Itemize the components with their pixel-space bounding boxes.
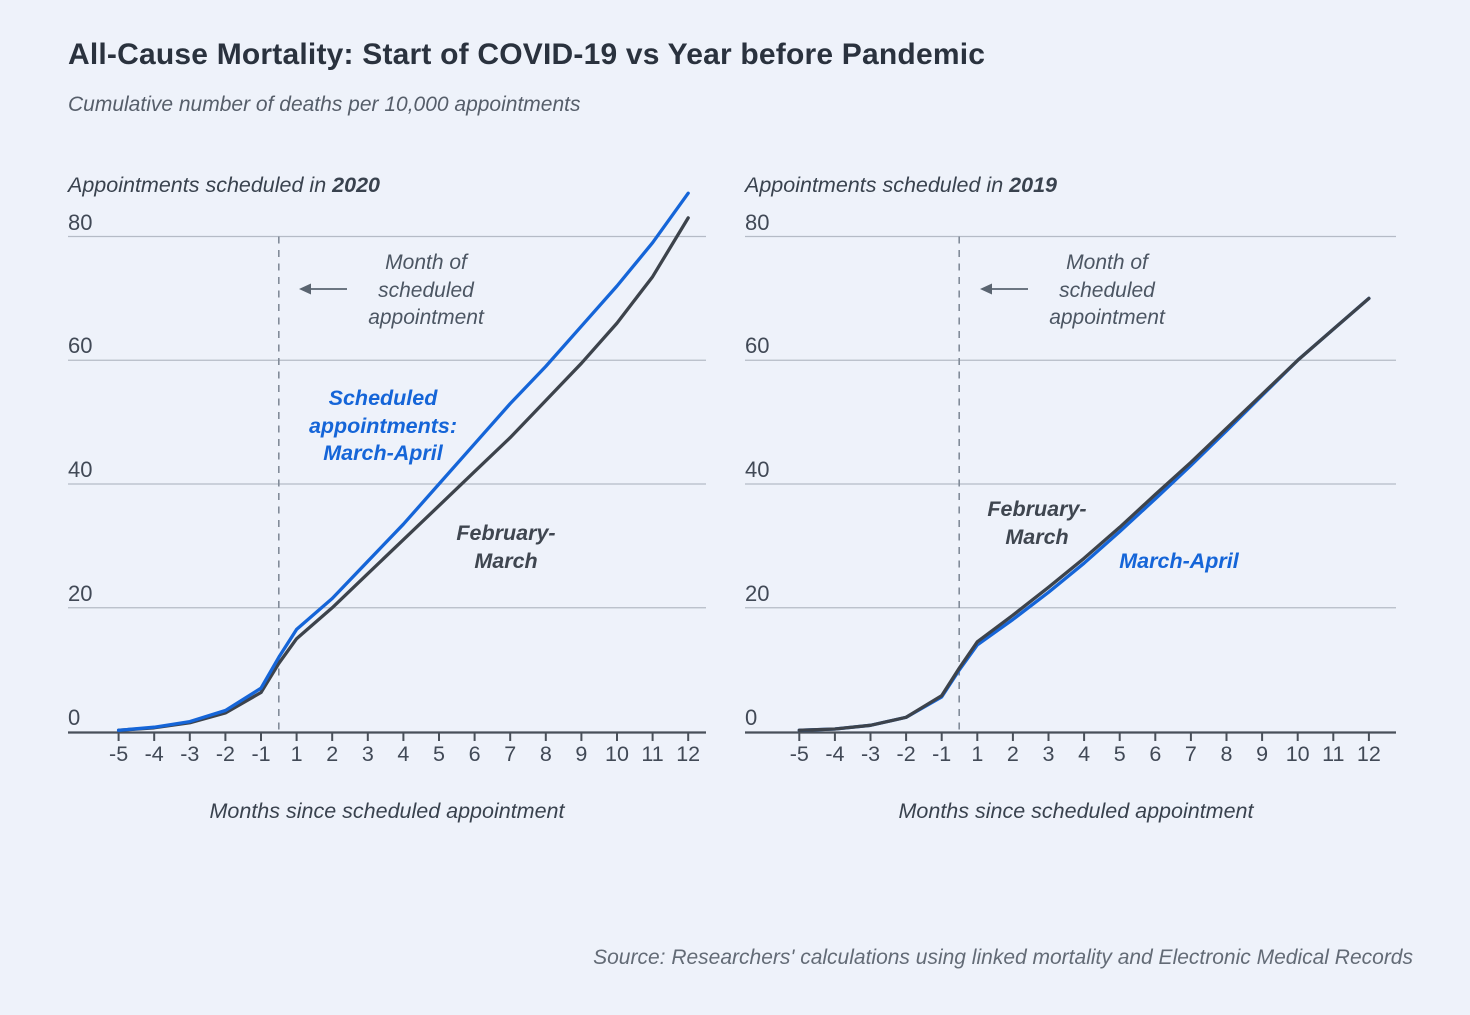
left-x-tick-label-11: 11 bbox=[641, 742, 664, 766]
right-x-axis-title: Months since scheduled appointment bbox=[898, 799, 1254, 823]
left-x-axis-title: Months since scheduled appointment bbox=[209, 799, 565, 823]
left-y-tick-label-60: 60 bbox=[68, 333, 93, 359]
right-x-tick-label--5: -5 bbox=[789, 742, 809, 766]
left-y-tick-label-40: 40 bbox=[68, 457, 93, 482]
left-x-tick-label-7: 7 bbox=[504, 742, 517, 766]
right-x-tick-label-8: 8 bbox=[1220, 742, 1233, 766]
right-series-line-february-march bbox=[797, 296, 1371, 732]
right-panel-title-prefix: Appointments scheduled in bbox=[745, 173, 1010, 197]
left-x-tick-label--3: -3 bbox=[180, 742, 200, 766]
right-x-tick-label-10: 10 bbox=[1285, 742, 1310, 766]
right-y-tick-label-40: 40 bbox=[745, 457, 770, 482]
left-x-tick-label-4: 4 bbox=[397, 742, 410, 766]
left-x-tick-label-8: 8 bbox=[539, 742, 552, 766]
right-x-tick-label--4: -4 bbox=[825, 742, 845, 766]
right-x-tick-label-7: 7 bbox=[1184, 742, 1197, 766]
chart-subtitle: Cumulative number of deaths per 10,000 a… bbox=[68, 93, 581, 116]
right-x-tick-label-4: 4 bbox=[1078, 742, 1091, 766]
right-annotation-arrow-head bbox=[980, 283, 992, 295]
right-month-annotation: Month of scheduled appointment bbox=[1049, 251, 1165, 329]
left-panel-title-prefix: Appointments scheduled in bbox=[68, 173, 333, 197]
left-x-tick-label-10: 10 bbox=[605, 742, 629, 766]
right-x-tick-label--3: -3 bbox=[860, 742, 881, 766]
right-series-label-march-april: March-April bbox=[1119, 549, 1239, 573]
left-x-tick-label-3: 3 bbox=[361, 742, 374, 766]
right-y-tick-label-80: 80 bbox=[745, 209, 770, 235]
right-panel-title: Appointments scheduled in 2019 bbox=[745, 173, 1057, 198]
right-series-label-february-march: February- March bbox=[987, 497, 1087, 549]
right-y-tick-label-0: 0 bbox=[745, 704, 758, 730]
left-series-line-scheduled-appointments-march-april bbox=[116, 191, 690, 732]
right-x-tick-label-12: 12 bbox=[1356, 742, 1381, 766]
left-x-tick-label--1: -1 bbox=[251, 742, 271, 766]
right-x-tick-label--1: -1 bbox=[932, 742, 952, 766]
source-note: Source: Researchers' calculations using … bbox=[593, 946, 1413, 969]
left-panel-title-year: 2020 bbox=[332, 173, 380, 197]
left-x-tick-label-5: 5 bbox=[433, 742, 445, 766]
right-x-tick-label--2: -2 bbox=[896, 742, 916, 766]
left-x-tick-label-2: 2 bbox=[326, 742, 339, 766]
left-annotation-arrow-head bbox=[299, 283, 311, 295]
left-panel-title: Appointments scheduled in 2020 bbox=[68, 173, 380, 198]
right-x-tick-label-3: 3 bbox=[1042, 742, 1055, 766]
left-month-annotation: Month of scheduled appointment bbox=[368, 251, 484, 329]
right-x-tick-label-1: 1 bbox=[971, 742, 984, 766]
right-panel-title-year: 2019 bbox=[1009, 173, 1057, 197]
right-x-tick-label-6: 6 bbox=[1149, 742, 1162, 766]
left-y-tick-label-80: 80 bbox=[68, 209, 93, 235]
left-x-tick-label-6: 6 bbox=[468, 742, 481, 766]
left-series-line-february-march bbox=[116, 216, 690, 732]
left-x-tick-label--4: -4 bbox=[144, 742, 164, 766]
left-x-tick-label--2: -2 bbox=[215, 742, 235, 766]
left-x-tick-label-1: 1 bbox=[290, 742, 303, 766]
right-x-tick-label-2: 2 bbox=[1006, 742, 1019, 766]
left-series-label-february-march: February- March bbox=[456, 521, 556, 573]
right-y-tick-label-60: 60 bbox=[745, 333, 770, 359]
right-x-tick-label-11: 11 bbox=[1322, 742, 1345, 766]
left-y-tick-label-20: 20 bbox=[68, 580, 93, 606]
left-series-label-march-april: Scheduled appointments: March-April bbox=[308, 386, 458, 465]
chart-title: All-Cause Mortality: Start of COVID-19 v… bbox=[68, 38, 986, 71]
left-y-tick-label-0: 0 bbox=[68, 704, 81, 730]
left-x-tick-label-12: 12 bbox=[676, 742, 701, 766]
right-y-tick-label-20: 20 bbox=[745, 580, 770, 606]
left-x-tick-label-9: 9 bbox=[575, 742, 588, 766]
left-x-tick-label--5: -5 bbox=[109, 742, 129, 766]
right-x-tick-label-9: 9 bbox=[1256, 742, 1269, 766]
right-x-tick-label-5: 5 bbox=[1113, 742, 1126, 766]
